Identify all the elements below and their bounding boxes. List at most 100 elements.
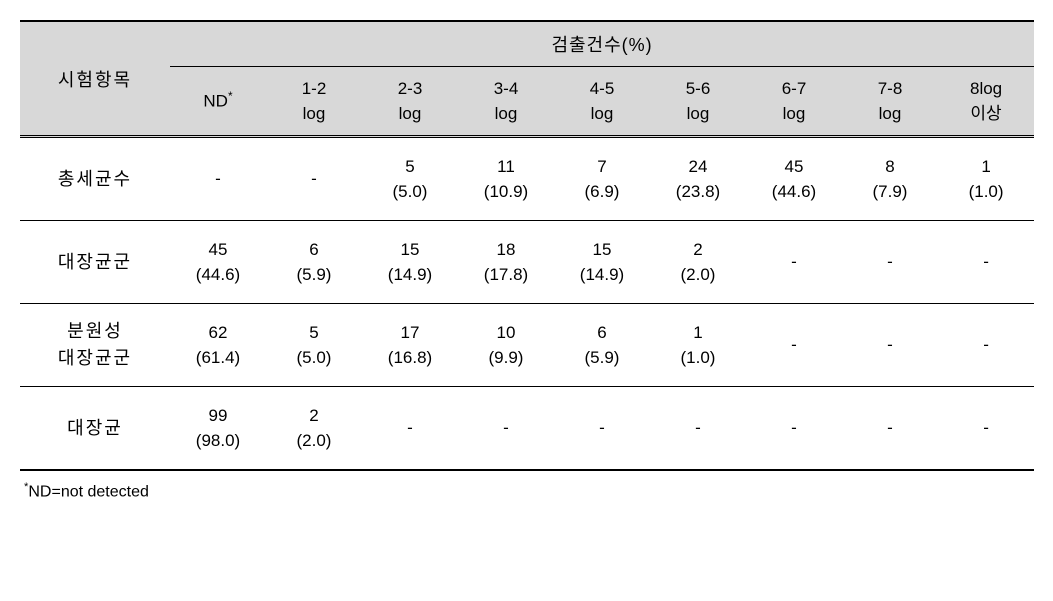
col-header-5: 5-6log xyxy=(650,67,746,137)
col-header-1-text: 1-2log xyxy=(266,76,362,127)
row-0-cell-0: - xyxy=(170,166,266,192)
cell: - xyxy=(266,137,362,221)
row-2-cell-6: - xyxy=(746,332,842,358)
footnote: *ND=not detected xyxy=(20,481,1033,501)
row-0-cell-3: 11(10.9) xyxy=(458,154,554,205)
col-header-3: 3-4log xyxy=(458,67,554,137)
row-2-cell-1: 5(5.0) xyxy=(266,320,362,371)
row-3-cell-1: 2(2.0) xyxy=(266,403,362,454)
row-3-cell-0: 99(98.0) xyxy=(170,403,266,454)
row-2-cell-3: 10(9.9) xyxy=(458,320,554,371)
detection-table: 시험항목 검출건수(%) ND* 1-2log 2-3log 3-4log 4-… xyxy=(20,20,1034,471)
cell: 8(7.9) xyxy=(842,137,938,221)
col-header-3-text: 3-4log xyxy=(458,76,554,127)
table-row: 총세균수 - - 5(5.0) 11(10.9) 7(6.9) 24(23.8)… xyxy=(20,137,1034,221)
cell: 2(2.0) xyxy=(650,221,746,304)
row-label-cell: 대장균 xyxy=(20,387,170,471)
col-header-6: 6-7log xyxy=(746,67,842,137)
row-1-cell-5: 2(2.0) xyxy=(650,237,746,288)
row-label-header-text: 시험항목 xyxy=(58,70,132,90)
row-1-cell-3: 18(17.8) xyxy=(458,237,554,288)
cell: - xyxy=(650,387,746,471)
col-header-0: ND* xyxy=(170,67,266,137)
cell: 5(5.0) xyxy=(362,137,458,221)
cell: - xyxy=(170,137,266,221)
cell: 24(23.8) xyxy=(650,137,746,221)
row-1-cell-2: 15(14.9) xyxy=(362,237,458,288)
cell: - xyxy=(746,387,842,471)
row-3-cell-2: - xyxy=(362,415,458,441)
row-0-cell-2: 5(5.0) xyxy=(362,154,458,205)
row-2-cell-2: 17(16.8) xyxy=(362,320,458,371)
row-1-label: 대장균군 xyxy=(58,252,132,272)
row-1-cell-4: 15(14.9) xyxy=(554,237,650,288)
table-row: 대장균군 45(44.6) 6(5.9) 15(14.9) 18(17.8) 1… xyxy=(20,221,1034,304)
row-3-cell-7: - xyxy=(842,415,938,441)
row-1-cell-0: 45(44.6) xyxy=(170,237,266,288)
row-label-header: 시험항목 xyxy=(20,21,170,137)
row-label-cell: 분원성대장균군 xyxy=(20,304,170,387)
col-header-0-text: ND* xyxy=(170,88,266,114)
cell: - xyxy=(938,304,1034,387)
cell: - xyxy=(842,387,938,471)
row-3-cell-8: - xyxy=(938,415,1034,441)
col-header-6-text: 6-7log xyxy=(746,76,842,127)
cell: 11(10.9) xyxy=(458,137,554,221)
cell: - xyxy=(842,221,938,304)
table-row: 분원성대장균군 62(61.4) 5(5.0) 17(16.8) 10(9.9)… xyxy=(20,304,1034,387)
table-header: 시험항목 검출건수(%) ND* 1-2log 2-3log 3-4log 4-… xyxy=(20,21,1034,137)
cell: 18(17.8) xyxy=(458,221,554,304)
cell: 62(61.4) xyxy=(170,304,266,387)
row-0-cell-7: 8(7.9) xyxy=(842,154,938,205)
row-0-label: 총세균수 xyxy=(58,169,132,189)
row-3-cell-3: - xyxy=(458,415,554,441)
col-header-4-text: 4-5log xyxy=(554,76,650,127)
col-header-7-text: 7-8log xyxy=(842,76,938,127)
cell: 6(5.9) xyxy=(266,221,362,304)
col-header-7: 7-8log xyxy=(842,67,938,137)
cell: 99(98.0) xyxy=(170,387,266,471)
cell: - xyxy=(746,304,842,387)
cell: 15(14.9) xyxy=(554,221,650,304)
cell: 10(9.9) xyxy=(458,304,554,387)
row-3-cell-5: - xyxy=(650,415,746,441)
row-1-cell-1: 6(5.9) xyxy=(266,237,362,288)
group-header: 검출건수(%) xyxy=(170,21,1034,67)
row-2-cell-8: - xyxy=(938,332,1034,358)
row-2-cell-7: - xyxy=(842,332,938,358)
row-2-cell-5: 1(1.0) xyxy=(650,320,746,371)
table-row: 대장균 99(98.0) 2(2.0) - - - - - - - xyxy=(20,387,1034,471)
row-0-cell-6: 45(44.6) xyxy=(746,154,842,205)
cell: 5(5.0) xyxy=(266,304,362,387)
cell: - xyxy=(746,221,842,304)
header-row-1: 시험항목 검출건수(%) xyxy=(20,21,1034,67)
row-0-cell-4: 7(6.9) xyxy=(554,154,650,205)
row-1-cell-6: - xyxy=(746,249,842,275)
cell: - xyxy=(458,387,554,471)
row-3-cell-6: - xyxy=(746,415,842,441)
cell: - xyxy=(362,387,458,471)
row-2-cell-0: 62(61.4) xyxy=(170,320,266,371)
col-header-4: 4-5log xyxy=(554,67,650,137)
row-2-cell-4: 6(5.9) xyxy=(554,320,650,371)
table-body: 총세균수 - - 5(5.0) 11(10.9) 7(6.9) 24(23.8)… xyxy=(20,137,1034,471)
col-header-2-text: 2-3log xyxy=(362,76,458,127)
cell: - xyxy=(938,221,1034,304)
row-0-cell-1: - xyxy=(266,166,362,192)
row-0-cell-8: 1(1.0) xyxy=(938,154,1034,205)
row-label-cell: 대장균군 xyxy=(20,221,170,304)
col-header-5-text: 5-6log xyxy=(650,76,746,127)
cell: 15(14.9) xyxy=(362,221,458,304)
header-row-2: ND* 1-2log 2-3log 3-4log 4-5log 5-6log 6… xyxy=(20,67,1034,137)
cell: 1(1.0) xyxy=(650,304,746,387)
col-header-1: 1-2log xyxy=(266,67,362,137)
col-header-2: 2-3log xyxy=(362,67,458,137)
col-header-8-text: 8log이상 xyxy=(938,76,1034,127)
row-2-label: 분원성대장균군 xyxy=(58,321,132,368)
cell: 45(44.6) xyxy=(746,137,842,221)
row-label-cell: 총세균수 xyxy=(20,137,170,221)
cell: 45(44.6) xyxy=(170,221,266,304)
row-1-cell-7: - xyxy=(842,249,938,275)
col-header-8: 8log이상 xyxy=(938,67,1034,137)
cell: 7(6.9) xyxy=(554,137,650,221)
